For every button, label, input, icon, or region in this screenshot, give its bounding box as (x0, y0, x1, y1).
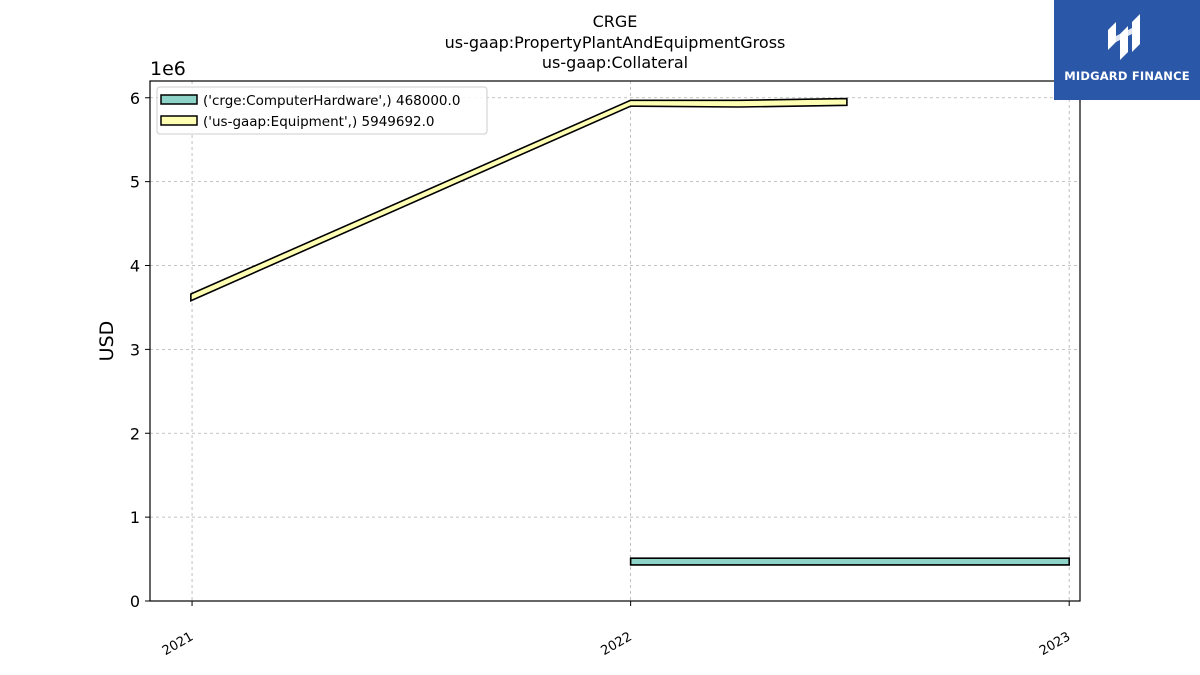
y-tick-label: 6 (130, 89, 140, 108)
x-tick-label: 2021 (160, 629, 196, 659)
series-layer (190, 97, 1070, 566)
y-tick-label: 0 (130, 592, 140, 611)
legend-swatch-2 (160, 115, 198, 126)
x-tick-label: 2022 (598, 629, 634, 659)
x-axis: 2021 2022 2023 (160, 601, 1073, 659)
chart-title-line-1: CRGE (593, 12, 638, 31)
series-band-2 (190, 97, 848, 302)
chart-title-line-3: us-gaap:Collateral (542, 53, 688, 72)
y-axis: 0 1 2 3 4 5 6 (130, 89, 150, 611)
y-tick-label: 1 (130, 508, 140, 527)
chart-title-line-2: us-gaap:PropertyPlantAndEquipmentGross (445, 33, 786, 52)
grid (150, 81, 1080, 602)
legend-label-2: ('us-gaap:Equipment',) 5949692.0 (203, 114, 435, 130)
series-band-1 (629, 557, 1070, 566)
brand-logo: MIDGARD FINANCE (1054, 0, 1200, 100)
legend-box (156, 86, 488, 135)
brand-name: MIDGARD FINANCE (1064, 69, 1190, 83)
legend-label-1: ('crge:ComputerHardware',) 468000.0 (203, 93, 460, 109)
plot-frame (149, 80, 1081, 602)
y-tick-label: 2 (130, 424, 140, 443)
legend[interactable]: ('crge:ComputerHardware',) 468000.0 ('us-… (156, 86, 488, 135)
x-tick-label: 2023 (1037, 629, 1073, 659)
midgard-logo-icon (1108, 14, 1140, 60)
legend-swatch-1 (160, 94, 198, 105)
y-tick-label: 3 (130, 340, 140, 359)
y-axis-label: USD (96, 321, 118, 362)
chart-title: CRGE us-gaap:PropertyPlantAndEquipmentGr… (445, 12, 786, 72)
y-tick-label: 4 (130, 257, 140, 276)
y-tick-label: 5 (130, 173, 140, 192)
y-offset-label: 1e6 (150, 58, 186, 80)
